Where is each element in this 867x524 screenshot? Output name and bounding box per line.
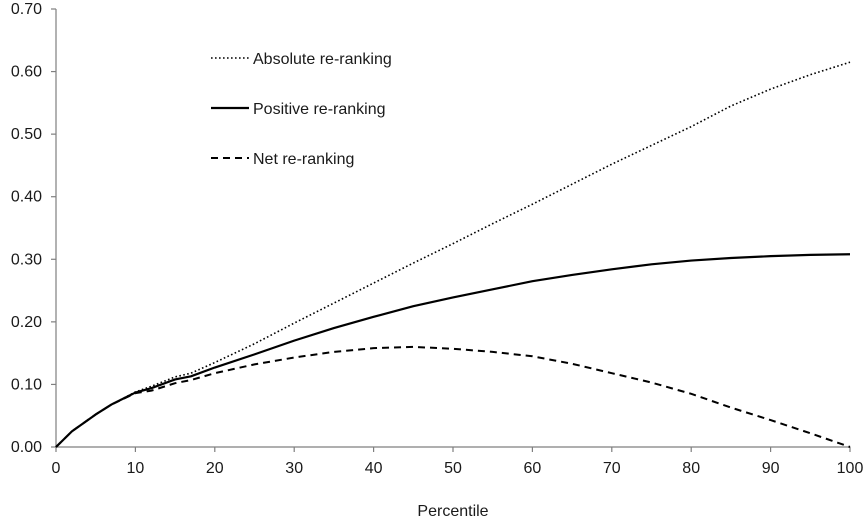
- x-axis-title: Percentile: [417, 503, 488, 520]
- x-tick-label: 100: [837, 460, 864, 477]
- x-tick-label: 30: [285, 460, 303, 477]
- y-axis: 0.00 0.10 0.20 0.30 0.40 0.50 0.60 0.70: [11, 1, 57, 456]
- x-tick-label: 60: [524, 460, 542, 477]
- x-tick-label: 20: [206, 460, 224, 477]
- y-tick-label: 0.00: [11, 439, 42, 456]
- legend-label: Positive re-ranking: [253, 101, 386, 118]
- x-axis: 0 10 20 30 40 50 60 70 80 90 100: [52, 446, 864, 477]
- x-tick-label: 70: [603, 460, 621, 477]
- series-line-absolute-re-ranking: [55, 61, 851, 448]
- y-tick-label: 0.50: [11, 126, 42, 143]
- series-layer: [55, 61, 851, 448]
- x-tick-label: 40: [365, 460, 383, 477]
- x-tick-label: 80: [682, 460, 700, 477]
- y-tick-label: 0.20: [11, 314, 42, 331]
- y-tick-label: 0.30: [11, 251, 42, 268]
- legend: Absolute re-ranking Positive re-ranking Ne…: [211, 51, 392, 168]
- x-tick-label: 0: [52, 460, 61, 477]
- series-line-net-re-ranking: [55, 345, 851, 448]
- y-tick-label: 0.40: [11, 189, 42, 206]
- y-ticks: 0.00 0.10 0.20 0.30 0.40 0.50 0.60 0.70: [11, 1, 56, 456]
- y-tick-label: 0.10: [11, 376, 42, 393]
- x-tick-label: 90: [762, 460, 780, 477]
- x-tick-label: 10: [127, 460, 145, 477]
- x-tick-label: 50: [444, 460, 462, 477]
- legend-label: Absolute re-ranking: [253, 51, 392, 68]
- series-line-positive-re-ranking: [55, 253, 851, 448]
- y-tick-label: 0.60: [11, 64, 42, 81]
- legend-label: Net re-ranking: [253, 151, 354, 168]
- x-ticks: 0 10 20 30 40 50 60 70 80 90 100: [52, 447, 864, 477]
- y-tick-label: 0.70: [11, 1, 42, 18]
